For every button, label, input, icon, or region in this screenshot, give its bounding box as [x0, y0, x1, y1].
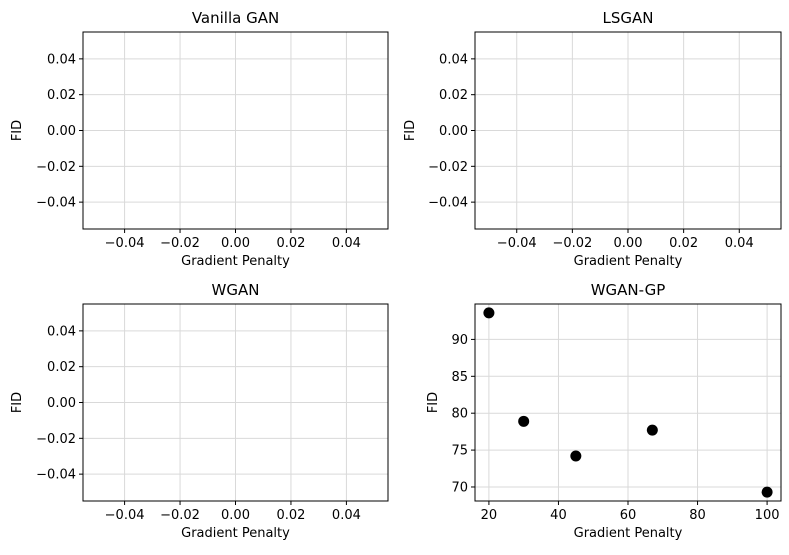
x-tick-label: −0.02	[160, 236, 200, 251]
x-tick-label: 60	[620, 508, 637, 523]
chart-title: WGAN	[212, 281, 260, 299]
x-axis-label: Gradient Penalty	[574, 526, 683, 541]
y-tick-label: −0.04	[36, 468, 76, 483]
y-axis-label: FID	[10, 120, 25, 141]
x-tick-label: 0.04	[725, 236, 754, 251]
y-tick-label: 0.00	[439, 124, 468, 139]
y-tick-label: 0.04	[439, 52, 468, 67]
chart-panel: −0.04 −0.02 0.00 0.02 0.04 −0.04 −0.02 0.00 0.02…	[403, 9, 782, 269]
x-tick-label: 0.04	[332, 508, 361, 523]
y-tick-label: −0.04	[428, 196, 468, 211]
chart-title: Vanilla GAN	[192, 9, 279, 27]
y-tick-label: 0.00	[47, 124, 76, 139]
data-point	[483, 307, 495, 319]
x-tick-label: 40	[550, 508, 567, 523]
y-axis-label: FID	[10, 392, 25, 413]
y-tick-label: 0.02	[47, 88, 76, 103]
y-tick-label: 85	[451, 370, 468, 385]
y-tick-label: 0.04	[47, 52, 76, 67]
y-tick-label: 0.04	[47, 324, 76, 339]
y-tick-label: 75	[451, 444, 468, 459]
x-tick-label: −0.04	[105, 508, 145, 523]
data-point	[646, 424, 658, 436]
data-point	[570, 450, 582, 462]
chart-panel: 20 40 60 80 100 70 75 80 85 90 WGAN-GP Gradient Pen…	[426, 281, 782, 541]
x-tick-label: 80	[689, 508, 706, 523]
x-tick-label: 0.02	[276, 236, 305, 251]
y-tick-label: 0.02	[47, 360, 76, 375]
x-tick-label: −0.04	[105, 236, 145, 251]
x-tick-label: 0.00	[614, 236, 643, 251]
x-tick-label: 0.02	[669, 236, 698, 251]
x-axis-label: Gradient Penalty	[181, 526, 290, 541]
x-tick-label: −0.02	[552, 236, 592, 251]
y-tick-label: 0.02	[439, 88, 468, 103]
x-axis-label: Gradient Penalty	[574, 254, 683, 269]
y-tick-label: −0.02	[428, 160, 468, 175]
x-tick-label: 100	[755, 508, 780, 523]
x-tick-label: 0.02	[276, 508, 305, 523]
y-tick-label: −0.04	[36, 196, 76, 211]
chart-panel: −0.04 −0.02 0.00 0.02 0.04 −0.04 −0.02 0.00 0.02…	[10, 9, 389, 269]
y-tick-label: 80	[451, 407, 468, 422]
data-point	[761, 486, 773, 498]
x-tick-label: 20	[481, 508, 498, 523]
data-point	[518, 415, 530, 427]
x-axis-label: Gradient Penalty	[181, 254, 290, 269]
y-tick-label: −0.02	[36, 432, 76, 447]
x-tick-label: 0.00	[221, 508, 250, 523]
y-tick-label: 0.00	[47, 396, 76, 411]
chart-title: LSGAN	[603, 9, 654, 27]
y-axis-label: FID	[426, 392, 441, 413]
x-tick-label: −0.04	[497, 236, 537, 251]
y-tick-label: −0.02	[36, 160, 76, 175]
chart-panel: −0.04 −0.02 0.00 0.02 0.04 −0.04 −0.02 0.00 0.02…	[10, 281, 389, 541]
y-tick-label: 70	[451, 480, 468, 495]
chart-title: WGAN-GP	[591, 281, 666, 299]
x-tick-label: 0.04	[332, 236, 361, 251]
x-tick-label: 0.00	[221, 236, 250, 251]
y-tick-label: 90	[451, 333, 468, 348]
x-tick-label: −0.02	[160, 508, 200, 523]
y-axis-label: FID	[403, 120, 418, 141]
